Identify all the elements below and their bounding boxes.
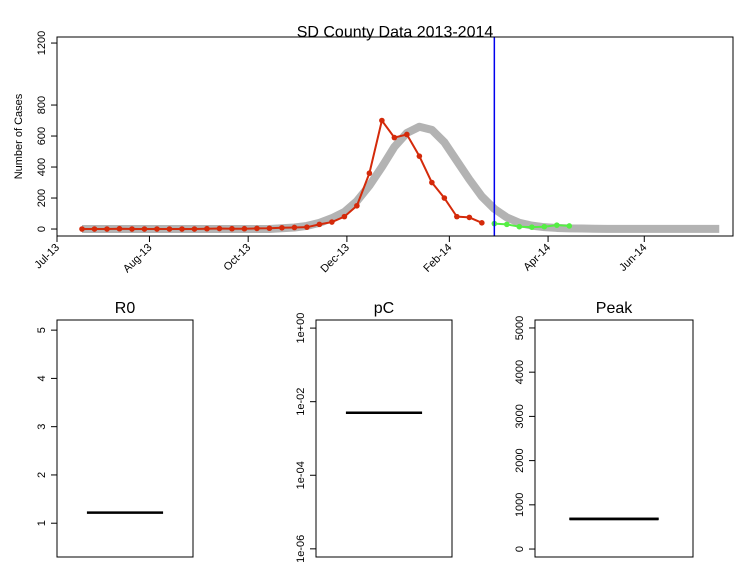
point — [304, 224, 310, 230]
point — [141, 226, 148, 232]
plot-frame — [56, 36, 734, 237]
y-tick-label: 0 — [36, 226, 48, 232]
point — [529, 224, 535, 230]
y-tick-label: 1200 — [36, 31, 48, 55]
point — [329, 219, 335, 225]
point — [291, 224, 298, 231]
point — [91, 226, 98, 232]
point — [266, 225, 273, 232]
x-tick-label: Aug-13 — [121, 242, 155, 276]
point — [379, 117, 385, 124]
point — [516, 223, 523, 230]
y-tick-label: 2 — [36, 472, 48, 478]
point — [341, 213, 348, 220]
x-tick-label: Dec-13 — [318, 242, 352, 276]
y-tick-label: 5000 — [514, 316, 526, 340]
point — [166, 226, 173, 232]
point — [504, 221, 510, 228]
point — [404, 131, 410, 138]
y-tick-label: 2000 — [514, 448, 526, 472]
point — [216, 225, 223, 232]
point — [129, 226, 135, 232]
series-line — [81, 122, 720, 234]
plot-frame — [56, 319, 194, 558]
point — [466, 214, 473, 221]
point — [316, 221, 323, 228]
point — [441, 195, 448, 201]
point — [566, 223, 573, 229]
y-tick-label: 1e-02 — [295, 388, 307, 416]
y-tick-label: 4000 — [514, 360, 526, 384]
point — [254, 225, 260, 232]
y-tick-label: 1e+00 — [295, 313, 307, 344]
point — [241, 225, 248, 232]
panel-title: pC — [374, 300, 394, 317]
point — [191, 226, 198, 232]
point — [354, 202, 360, 209]
plot-frame — [534, 319, 694, 558]
y-tick-label: 800 — [36, 96, 48, 114]
y-tick-label: 1e-04 — [295, 461, 307, 489]
x-tick-label: Apr-14 — [521, 242, 553, 274]
point — [154, 226, 160, 232]
y-tick-label: 4 — [36, 375, 48, 381]
point — [366, 170, 373, 177]
y-tick-label: 3000 — [514, 404, 526, 428]
y-tick-label: 0 — [514, 546, 526, 552]
point — [204, 225, 210, 232]
y-tick-label: 400 — [36, 158, 48, 176]
y-tick-label: 600 — [36, 127, 48, 145]
point — [416, 153, 423, 159]
point — [104, 226, 110, 232]
y-tick-label: 1000 — [514, 493, 526, 517]
point — [554, 222, 560, 228]
y-tick-label: 1 — [36, 520, 48, 526]
x-tick-label: Oct-13 — [221, 242, 253, 274]
panel-title: Peak — [596, 300, 633, 317]
x-tick-label: Jun-14 — [617, 242, 649, 274]
x-tick-label: Feb-14 — [421, 242, 454, 275]
y-tick-label: 1e-06 — [295, 535, 307, 563]
panel-title: R0 — [115, 300, 136, 317]
point — [391, 134, 398, 141]
y-tick-label: 3 — [36, 424, 48, 430]
point — [179, 226, 185, 232]
point — [116, 225, 123, 232]
series-line — [81, 119, 483, 231]
plot-frame — [315, 319, 453, 558]
point — [79, 226, 85, 232]
y-tick-label: 5 — [36, 327, 48, 333]
point — [279, 224, 285, 231]
y-tick-label: 200 — [36, 189, 48, 207]
y-axis-label: Number of Cases — [13, 93, 25, 179]
point — [429, 179, 435, 186]
point — [454, 213, 460, 220]
x-tick-label: Jul-13 — [32, 242, 62, 272]
chart-title: SD County Data 2013-2014 — [297, 24, 494, 41]
point — [229, 225, 235, 232]
point — [541, 223, 548, 230]
point — [479, 220, 485, 226]
